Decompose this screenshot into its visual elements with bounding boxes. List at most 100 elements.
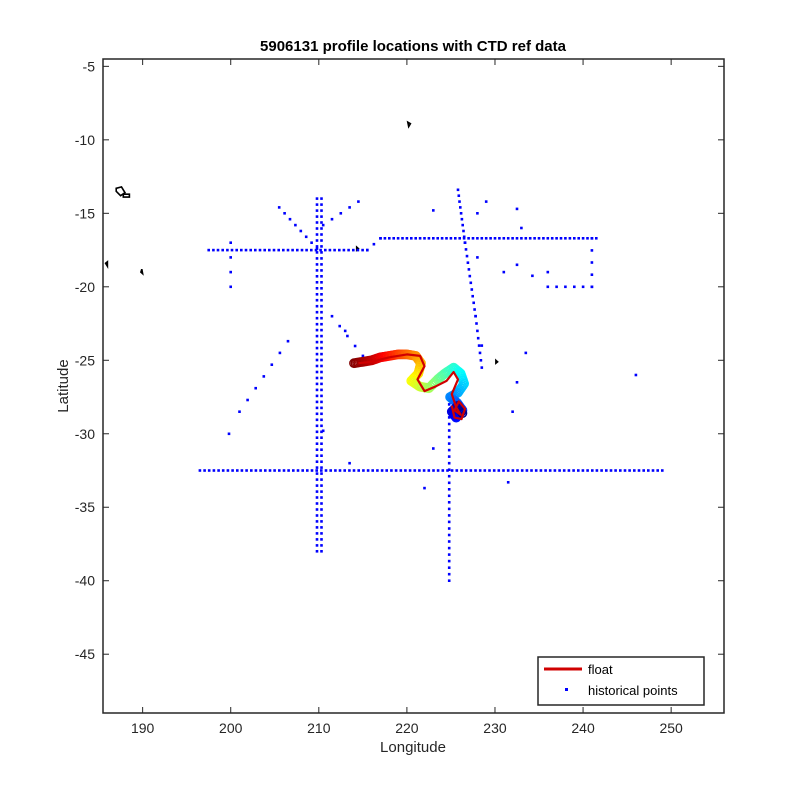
historical-point — [315, 460, 319, 463]
historical-point — [455, 469, 459, 472]
historical-point — [476, 336, 480, 340]
historical-point — [478, 469, 482, 472]
historical-point — [244, 248, 248, 252]
historical-point — [447, 566, 451, 569]
historical-point — [320, 352, 323, 356]
land-outline — [406, 120, 412, 129]
historical-point — [581, 469, 585, 472]
historical-point — [447, 468, 451, 471]
historical-point — [489, 237, 492, 240]
historical-point — [447, 533, 451, 537]
historical-point — [474, 469, 477, 472]
historical-point — [315, 538, 319, 541]
historical-point — [457, 194, 461, 197]
historical-point — [447, 553, 451, 556]
historical-point — [263, 248, 266, 252]
historical-point — [217, 469, 220, 472]
historical-point — [447, 442, 451, 445]
historical-point — [216, 248, 220, 252]
historical-point — [315, 520, 319, 523]
historical-point — [440, 237, 444, 240]
historical-point — [273, 469, 276, 472]
historical-point — [320, 472, 323, 475]
x-tick-label: 230 — [483, 720, 507, 736]
historical-point — [315, 281, 319, 284]
legend-box — [537, 656, 705, 706]
historical-point — [282, 248, 285, 252]
historical-point — [480, 344, 484, 347]
historical-point — [334, 469, 337, 472]
historical-point — [320, 227, 323, 230]
historical-point — [278, 351, 282, 355]
x-axis-label: Longitude — [380, 739, 446, 756]
historical-point — [315, 322, 319, 326]
historical-point — [361, 248, 364, 252]
historical-point — [207, 248, 210, 252]
historical-point — [320, 406, 323, 410]
historical-point — [320, 346, 323, 350]
historical-point — [315, 251, 319, 254]
historical-point — [315, 382, 319, 386]
historical-point — [464, 248, 468, 251]
historical-point — [315, 400, 319, 404]
historical-point — [581, 237, 585, 240]
historical-point — [320, 538, 323, 541]
historical-point — [320, 400, 323, 404]
historical-point — [320, 520, 323, 523]
historical-point — [321, 429, 325, 433]
historical-point — [502, 270, 506, 274]
historical-point — [286, 248, 290, 252]
historical-point — [605, 469, 608, 472]
historical-point — [590, 273, 594, 276]
historical-point — [609, 469, 613, 472]
historical-point — [515, 207, 519, 211]
historical-point — [338, 469, 342, 472]
historical-point — [320, 412, 323, 416]
historical-point — [516, 469, 519, 472]
historical-point — [259, 469, 262, 472]
historical-point — [320, 293, 323, 296]
historical-point — [315, 370, 319, 374]
historical-point — [315, 346, 319, 350]
historical-point — [315, 490, 319, 493]
y-tick-label: -45 — [75, 646, 95, 662]
historical-point — [506, 469, 510, 472]
historical-point — [356, 248, 360, 252]
historical-point — [432, 237, 435, 240]
float-track-line — [358, 353, 467, 421]
land-outline — [122, 193, 131, 198]
historical-point — [315, 358, 319, 362]
historical-point — [497, 469, 501, 472]
historical-point — [484, 200, 488, 203]
historical-point — [320, 382, 323, 386]
historical-point — [346, 334, 349, 338]
historical-point — [357, 469, 360, 472]
historical-point — [320, 328, 323, 332]
historical-point — [404, 469, 407, 472]
historical-point — [372, 242, 376, 246]
historical-point — [447, 546, 451, 550]
historical-point — [380, 469, 384, 472]
historical-point — [320, 233, 323, 236]
historical-point — [436, 469, 440, 472]
y-tick-label: -15 — [75, 205, 95, 221]
historical-point — [310, 469, 314, 472]
historical-point — [524, 351, 528, 355]
historical-point — [467, 237, 470, 240]
historical-point — [315, 340, 319, 344]
historical-point — [586, 469, 589, 472]
historical-point — [469, 469, 473, 472]
historical-point — [520, 237, 523, 240]
historical-point — [315, 418, 319, 422]
historical-point — [544, 469, 547, 472]
historical-point — [343, 469, 346, 472]
historical-point — [564, 285, 567, 289]
historical-point — [511, 237, 514, 240]
historical-point — [558, 469, 561, 472]
historical-point — [447, 540, 451, 543]
historical-point — [357, 200, 360, 203]
historical-point — [315, 197, 319, 200]
legend: float historical points — [537, 656, 705, 706]
historical-point — [546, 270, 550, 274]
historical-point — [432, 469, 435, 472]
